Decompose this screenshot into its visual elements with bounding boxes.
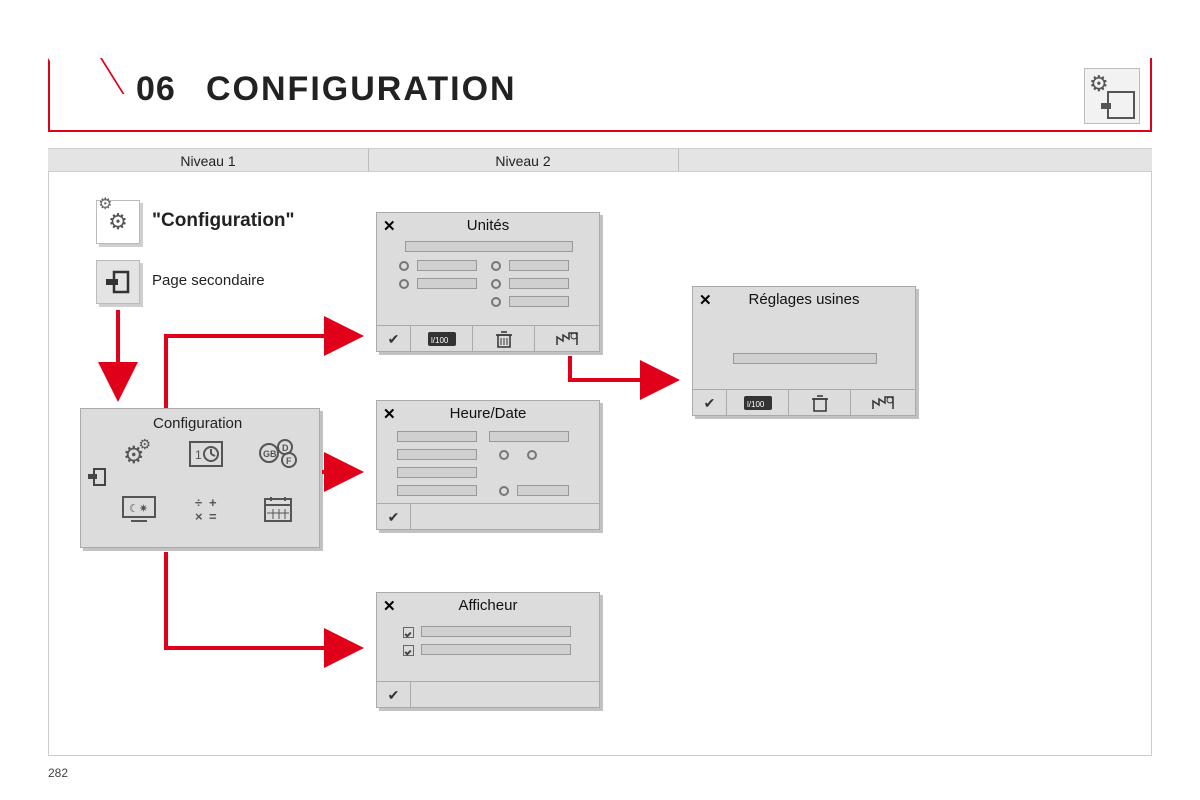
field xyxy=(509,296,569,307)
footer-spacer xyxy=(411,682,599,708)
header-icon-box: ⚙ xyxy=(1084,68,1140,124)
col-divider-2 xyxy=(678,149,679,171)
panel-footer: ✔ xyxy=(377,681,599,707)
secondary-label: Page secondaire xyxy=(152,272,265,289)
header-bar: 06 CONFIGURATION ⚙ xyxy=(48,58,1152,132)
svg-text:×: × xyxy=(195,509,203,523)
svg-text:GB: GB xyxy=(263,449,277,459)
field xyxy=(517,485,569,496)
config-label: "Configuration" xyxy=(152,210,295,232)
grid-language-icon[interactable]: GB D F xyxy=(259,439,299,469)
radio-icon[interactable] xyxy=(499,486,509,496)
factory-button[interactable] xyxy=(851,390,915,416)
mpg-button[interactable]: l/100 xyxy=(727,390,789,416)
back-page-icon xyxy=(104,268,132,296)
field xyxy=(417,278,477,289)
time-title: Heure/Date xyxy=(377,405,599,422)
col-level1: Niveau 1 xyxy=(48,149,368,173)
factory-title: Réglages usines xyxy=(693,291,915,308)
field xyxy=(489,431,569,442)
svg-text:D: D xyxy=(282,443,289,453)
configuration-panel[interactable]: Configuration ⚙⚙ 1 GB D xyxy=(80,408,320,548)
field xyxy=(733,353,877,364)
time-panel[interactable]: ✕ Heure/Date ✔ xyxy=(376,400,600,530)
mpg-button[interactable]: l/100 xyxy=(411,326,473,352)
page-number: 282 xyxy=(48,766,68,780)
header-notch xyxy=(48,58,124,94)
field xyxy=(397,467,477,478)
checkbox-icon[interactable] xyxy=(403,645,414,656)
radio-icon[interactable] xyxy=(399,261,409,271)
svg-text:l/100: l/100 xyxy=(747,400,765,409)
display-title: Afficheur xyxy=(377,597,599,614)
units-panel[interactable]: ✕ Unités ✔ l/100 xyxy=(376,212,600,352)
radio-icon[interactable] xyxy=(491,297,501,307)
svg-text:÷: ÷ xyxy=(195,495,202,510)
panel-footer: ✔ l/100 xyxy=(377,325,599,351)
radio-icon[interactable] xyxy=(499,450,509,460)
exit-icon xyxy=(1107,91,1135,119)
panel-footer: ✔ l/100 xyxy=(693,389,915,415)
field xyxy=(405,241,573,252)
units-title: Unités xyxy=(377,217,599,234)
trash-button[interactable] xyxy=(789,390,851,416)
confirm-button[interactable]: ✔ xyxy=(377,682,411,708)
svg-text:☾✷: ☾✷ xyxy=(129,503,148,515)
config-icon-grid: ⚙⚙ 1 GB D F ☾✷ xyxy=(119,435,315,543)
radio-icon[interactable] xyxy=(491,261,501,271)
field xyxy=(421,644,571,655)
config-panel-title: Configuration xyxy=(153,415,242,432)
field xyxy=(417,260,477,271)
display-panel[interactable]: ✕ Afficheur ✔ xyxy=(376,592,600,708)
panel-exit-icon xyxy=(87,467,107,487)
field xyxy=(397,449,477,460)
radio-icon[interactable] xyxy=(399,279,409,289)
field xyxy=(397,431,477,442)
confirm-button[interactable]: ✔ xyxy=(377,504,411,530)
section-number: 06 xyxy=(136,70,176,109)
column-headers: Niveau 1 Niveau 2 xyxy=(48,148,1152,172)
gear-icon: ⚙ xyxy=(1089,71,1109,97)
radio-icon[interactable] xyxy=(527,450,537,460)
factory-button[interactable] xyxy=(535,326,599,352)
secondary-iconbox[interactable] xyxy=(96,260,140,304)
trash-button[interactable] xyxy=(473,326,535,352)
page: 06 CONFIGURATION ⚙ Niveau 1 Niveau 2 ⚙ ⚙… xyxy=(0,0,1200,800)
confirm-button[interactable]: ✔ xyxy=(693,390,727,416)
svg-text:F: F xyxy=(286,456,292,466)
field xyxy=(397,485,477,496)
factory-panel[interactable]: ✕ Réglages usines ✔ l/100 xyxy=(692,286,916,416)
svg-text:1: 1 xyxy=(195,448,202,462)
config-iconbox[interactable]: ⚙ ⚙ xyxy=(96,200,140,244)
section-title: CONFIGURATION xyxy=(206,70,517,109)
confirm-button[interactable]: ✔ xyxy=(377,326,411,352)
gears-icon: ⚙ ⚙ xyxy=(108,208,128,236)
grid-clock-icon[interactable]: 1 xyxy=(189,441,223,467)
grid-units-icon[interactable]: ÷ + × = xyxy=(193,495,223,523)
footer-spacer xyxy=(411,504,599,530)
panel-footer: ✔ xyxy=(377,503,599,529)
svg-text:+: + xyxy=(209,495,217,510)
field xyxy=(509,260,569,271)
checkbox-icon[interactable] xyxy=(403,627,414,638)
field xyxy=(509,278,569,289)
grid-display-icon[interactable]: ☾✷ xyxy=(121,495,157,525)
grid-gears-icon[interactable]: ⚙⚙ xyxy=(123,441,157,470)
radio-icon[interactable] xyxy=(491,279,501,289)
svg-text:l/100: l/100 xyxy=(431,336,449,345)
grid-calendar-icon[interactable] xyxy=(263,495,293,523)
col-level2: Niveau 2 xyxy=(368,149,678,173)
field xyxy=(421,626,571,637)
svg-text:=: = xyxy=(209,509,217,523)
